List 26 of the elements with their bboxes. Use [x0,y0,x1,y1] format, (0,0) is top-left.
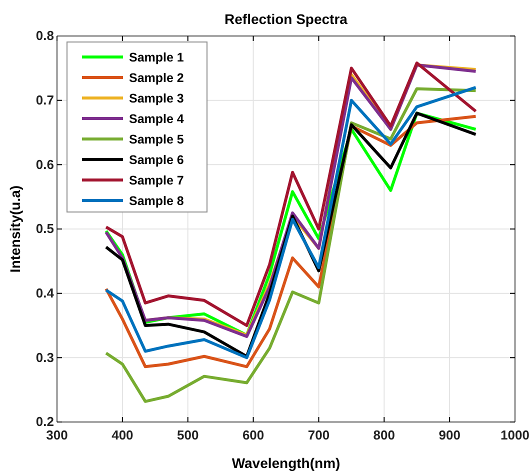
y-axis-title: Intensity(u.a) [7,185,23,273]
x-tick-label: 800 [373,427,395,442]
y-tick-label: 0.2 [36,414,54,430]
legend-label: Sample 2 [129,71,184,85]
x-tick-label: 500 [177,427,199,442]
y-tick-label: 0.6 [36,156,54,172]
y-tick-label: 0.4 [36,285,55,300]
x-tick-label: 1000 [500,427,529,442]
x-tick-label: 400 [112,427,134,442]
x-axis-title: Wavelength(nm) [232,455,340,471]
y-tick-label: 0.8 [36,28,54,44]
y-tick-label: 0.7 [36,92,54,108]
x-tick-label: 700 [308,427,330,442]
x-tick-label: 300 [46,427,68,442]
legend-label: Sample 8 [129,194,184,208]
legend-label: Sample 7 [129,174,184,188]
x-tick-label: 900 [438,427,460,442]
legend-label: Sample 4 [129,112,184,126]
y-tick-label: 0.3 [36,350,54,365]
legend-label: Sample 1 [129,50,184,64]
y-tick-label: 0.5 [36,221,54,236]
chart-title: Reflection Spectra [224,11,348,27]
x-tick-label: 600 [242,427,264,442]
legend-label: Sample 5 [129,132,184,146]
legend-label: Sample 6 [129,153,184,167]
legend-label: Sample 3 [129,92,184,106]
